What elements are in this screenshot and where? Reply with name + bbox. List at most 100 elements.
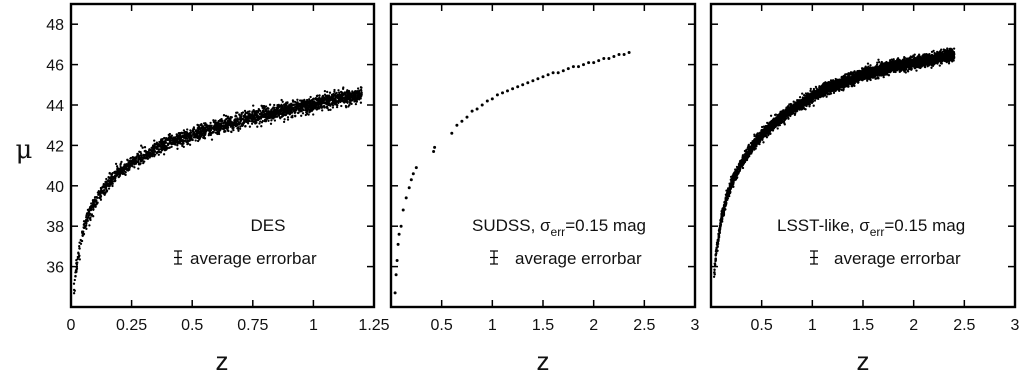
panel-des-data-point (191, 130, 195, 133)
panel-des-data-point (203, 123, 207, 127)
panel-des-data-point (241, 122, 244, 125)
panel-des-data-point (353, 100, 356, 103)
panel-des-data-point (281, 104, 284, 108)
panel-des-data-point (84, 226, 87, 229)
panel-des-data-point (259, 120, 262, 123)
panel-des-data-point (303, 103, 306, 106)
panel-des-x-tick-label: 0.75 (237, 317, 268, 334)
panel-des-data-point (226, 129, 229, 132)
panel-des-data-point (316, 94, 319, 97)
panel-des-data-point (304, 113, 307, 117)
panel-sudss-data-point (551, 71, 555, 75)
panel-des-data-point (199, 127, 203, 130)
panel-des-data-point (86, 212, 89, 215)
panel-des-data-point (179, 134, 182, 138)
panel-des-data-point (120, 160, 123, 164)
panel-lsst-data-point (866, 62, 870, 65)
panel-des-data-point (120, 171, 123, 175)
panel-des-data-point (235, 122, 238, 125)
panel-des-data-point (110, 173, 113, 177)
panel-lsst-x-tick-label: 2.5 (953, 317, 975, 334)
panel-sudss-data-point (561, 69, 565, 73)
panel-des-x-tick-label: 0.5 (181, 317, 203, 334)
panel-des-data-point (95, 202, 98, 206)
panel-des-data-point (187, 142, 190, 145)
panel-lsst-data-point (877, 58, 880, 61)
panel-des-data-point (253, 112, 256, 115)
panel-sudss-data-point (546, 73, 550, 77)
panel-des-data-point (80, 239, 84, 243)
panel-des-data-point (276, 110, 280, 113)
panel-des-data-point (321, 101, 325, 105)
panel-des-data-point (317, 99, 320, 102)
panel-des-data-point (194, 136, 197, 139)
panel-des-data-point (345, 100, 348, 104)
panel-des-data-point (92, 207, 95, 211)
panel-lsst-data-point (915, 69, 918, 72)
panel-des-data-point (214, 121, 218, 124)
panel-sudss-data-point (516, 85, 520, 89)
panel-des-y-tick-label: 38 (46, 219, 64, 236)
panel-des-data-point (340, 104, 343, 108)
panel-des-data-point (166, 138, 169, 142)
panel-des-data-point (135, 161, 138, 164)
panel-des-data-point (235, 111, 238, 114)
panel-des-data-point (286, 116, 290, 119)
panel-des-errorbar-label: average errorbar (190, 249, 317, 268)
panel-des-data-point (202, 136, 205, 139)
panel-des-data-point (196, 130, 199, 133)
panel-des-data-point (226, 115, 230, 118)
panel-des-data-point (190, 135, 193, 139)
panel-des-data-point (298, 99, 302, 102)
panel-des-data-point (173, 142, 177, 145)
panel-des-data-point (78, 244, 81, 248)
panel-des-data-point (90, 202, 93, 205)
panel-des-data-point (137, 154, 140, 157)
panel-des-data-point (336, 96, 339, 100)
panel-des-data-point (90, 204, 93, 208)
panel-des-data-point (162, 153, 166, 156)
panel-des-data-point (248, 119, 252, 123)
panel-des-data-point (318, 96, 321, 100)
panel-des-data-point (89, 216, 92, 219)
panel-des-data-point (163, 136, 166, 140)
panel-sudss-data-point (495, 93, 499, 97)
panel-des-data-point (286, 107, 289, 110)
panel-des-data-point (297, 111, 300, 114)
panel-des-data-point (72, 292, 76, 295)
panel-des-data-point (181, 131, 184, 135)
panel-des-data-point (89, 218, 92, 222)
panel-des-data-point (211, 126, 214, 130)
panel-des-data-point (78, 241, 81, 244)
panel-des-data-point (100, 189, 103, 192)
panel-des-data-point (264, 108, 268, 111)
panel-des-data-point (214, 119, 217, 122)
panel-sudss-data-point (490, 97, 494, 101)
panel-des-data-point (178, 142, 182, 145)
panel-des-data-point (274, 115, 277, 118)
panel-sudss-data-point (592, 61, 596, 65)
panel-des-data-point (294, 106, 297, 109)
panel-des-data-point (355, 100, 358, 103)
panel-des-data-point (309, 102, 313, 105)
panel-des-data-point (215, 126, 218, 129)
panel-des-data-point (265, 117, 268, 120)
panel-des-data-point (74, 275, 77, 278)
panel-des-data-point (263, 104, 266, 108)
panel-des-data-point (189, 129, 192, 132)
panel-des-data-point (348, 103, 351, 107)
panel-sudss-data-point (401, 208, 405, 212)
panel-des-data-point (339, 100, 342, 104)
panel-des-data-point (176, 139, 179, 142)
panel-lsst-data-point (762, 141, 765, 144)
panel-des-data-point (260, 125, 263, 128)
panel-des-data-point (263, 113, 267, 117)
panel-des-data-point (250, 122, 254, 125)
panel-des-data-point (308, 109, 311, 112)
panel-des-data-point (307, 104, 311, 107)
panel-des-data-point (175, 133, 178, 136)
panel-lsst-x-tick-label: 3 (1011, 317, 1019, 334)
panel-des-data-point (237, 129, 240, 132)
